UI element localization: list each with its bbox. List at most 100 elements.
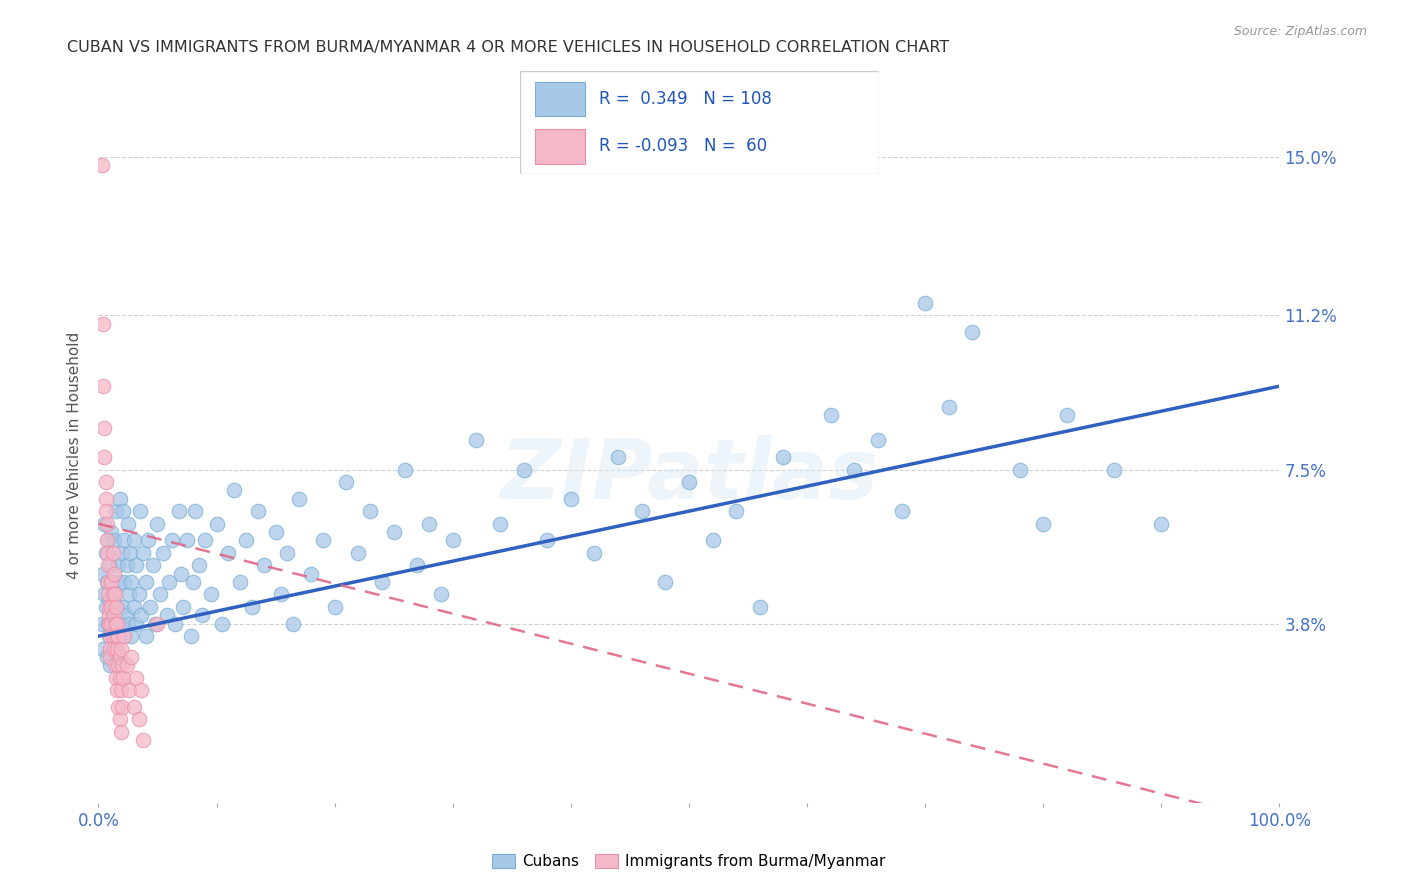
- Point: [120, 546, 142, 560]
- Point: [112, 671, 135, 685]
- Point: [93, 450, 115, 464]
- Point: [430, 587, 453, 601]
- Point: [224, 483, 246, 498]
- Point: [143, 616, 166, 631]
- Point: [107, 700, 129, 714]
- Point: [772, 450, 794, 464]
- Point: [702, 533, 724, 548]
- Point: [103, 641, 125, 656]
- Point: [97, 587, 120, 601]
- Point: [844, 462, 866, 476]
- Bar: [534, 81, 585, 117]
- Point: [125, 558, 148, 573]
- Point: [128, 713, 150, 727]
- Point: [725, 504, 748, 518]
- Point: [129, 683, 152, 698]
- Point: [107, 629, 129, 643]
- Point: [890, 504, 912, 518]
- Point: [465, 434, 488, 448]
- Point: [105, 599, 128, 614]
- Point: [100, 599, 122, 614]
- Point: [118, 683, 141, 698]
- Text: Source: ZipAtlas.com: Source: ZipAtlas.com: [1233, 25, 1367, 38]
- Point: [122, 533, 145, 548]
- Bar: [534, 128, 585, 163]
- Point: [104, 616, 127, 631]
- Point: [100, 524, 122, 539]
- Point: [914, 296, 936, 310]
- Text: R =  0.349   N = 108: R = 0.349 N = 108: [599, 90, 772, 108]
- Point: [1008, 462, 1031, 476]
- Point: [98, 629, 121, 643]
- Point: [101, 574, 124, 589]
- Point: [98, 591, 121, 606]
- Point: [112, 629, 135, 643]
- Point: [101, 629, 124, 643]
- Point: [312, 533, 335, 548]
- Point: [335, 475, 357, 489]
- Point: [111, 546, 134, 560]
- Point: [105, 671, 128, 685]
- Point: [1150, 516, 1173, 531]
- Point: [105, 504, 128, 518]
- Point: [394, 462, 416, 476]
- Point: [246, 504, 269, 518]
- Point: [108, 574, 131, 589]
- Point: [630, 504, 652, 518]
- Point: [91, 641, 114, 656]
- Point: [217, 546, 239, 560]
- Point: [136, 533, 159, 548]
- Point: [125, 616, 148, 631]
- Point: [105, 599, 128, 614]
- Point: [104, 641, 127, 656]
- Point: [128, 587, 150, 601]
- Point: [382, 524, 405, 539]
- Point: [97, 558, 120, 573]
- Point: [135, 629, 157, 643]
- Point: [98, 558, 121, 573]
- Point: [91, 317, 114, 331]
- Point: [1102, 462, 1125, 476]
- Point: [938, 400, 960, 414]
- Point: [235, 533, 257, 548]
- Point: [98, 608, 121, 623]
- Point: [105, 616, 128, 631]
- Point: [103, 608, 125, 623]
- Point: [98, 629, 121, 643]
- Point: [184, 504, 207, 518]
- Point: [94, 599, 117, 614]
- Point: [560, 491, 582, 506]
- Point: [117, 516, 139, 531]
- Point: [110, 616, 132, 631]
- Point: [512, 462, 534, 476]
- Point: [371, 574, 394, 589]
- Point: [176, 533, 198, 548]
- Point: [96, 546, 118, 560]
- Point: [112, 504, 135, 518]
- Point: [103, 533, 125, 548]
- Point: [104, 587, 127, 601]
- Point: [101, 629, 124, 643]
- Point: [98, 658, 121, 673]
- Point: [110, 641, 132, 656]
- Point: [962, 325, 984, 339]
- Y-axis label: 4 or more Vehicles in Household: 4 or more Vehicles in Household: [67, 331, 83, 579]
- Point: [165, 616, 187, 631]
- Point: [270, 587, 292, 601]
- Point: [146, 516, 169, 531]
- Point: [678, 475, 700, 489]
- Point: [1056, 409, 1078, 423]
- Point: [654, 574, 676, 589]
- Point: [181, 574, 204, 589]
- Point: [117, 616, 139, 631]
- Point: [105, 629, 128, 643]
- Point: [121, 574, 143, 589]
- Point: [96, 650, 118, 665]
- Point: [200, 587, 222, 601]
- Point: [253, 558, 276, 573]
- Point: [142, 558, 165, 573]
- Point: [118, 587, 141, 601]
- Point: [132, 546, 155, 560]
- Point: [108, 491, 131, 506]
- Point: [299, 566, 322, 581]
